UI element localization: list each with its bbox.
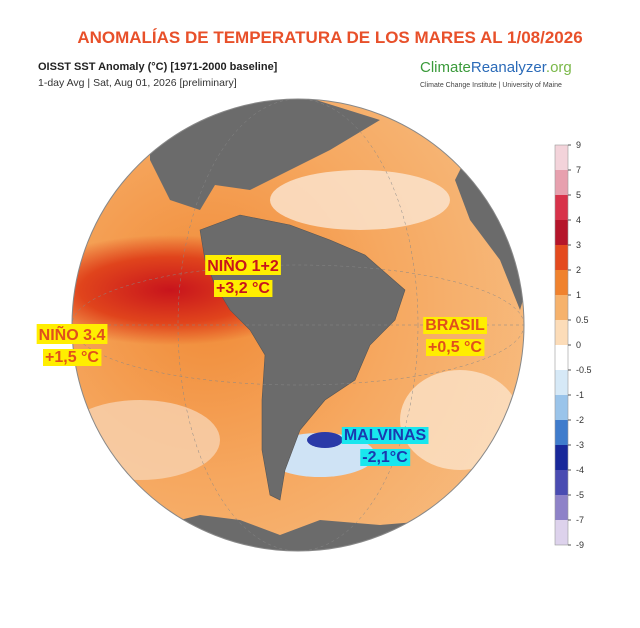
annotation-box <box>423 317 487 334</box>
colorbar-segment <box>555 470 568 495</box>
logo-part: .org <box>546 59 572 76</box>
annotation-text: +0,5 °C <box>428 339 482 356</box>
colorbar-label: 3 <box>576 240 581 250</box>
logo-caption: Climate Change Institute | University of… <box>420 82 562 89</box>
annotation-text: NIÑO 3.4 <box>39 324 106 344</box>
colorbar-label: -4 <box>576 465 584 475</box>
annotation-text: BRASIL <box>425 317 485 334</box>
neutral-anomaly <box>72 400 220 480</box>
annotations: NIÑO 1+2 +3,2 °C NIÑO 3.4 +1,5 °C BRASIL +0,5… <box>36 255 487 466</box>
colorbar-segment <box>555 345 568 370</box>
annotation-box <box>43 349 102 366</box>
neutral-anomaly <box>270 170 450 230</box>
colorbar-segment <box>555 145 568 170</box>
colorbar-label: -2 <box>576 415 584 425</box>
colorbar-label: 0.5 <box>576 315 589 325</box>
colorbar-segment <box>555 420 568 445</box>
annotation-text: MALVINAS <box>344 427 427 444</box>
colorbar-segment <box>555 370 568 395</box>
colorbar-segment <box>555 395 568 420</box>
colorbar-label: -7 <box>576 515 584 525</box>
annotation-box <box>426 339 485 356</box>
colorbar-label: 1 <box>576 290 581 300</box>
colorbar-label: 0 <box>576 340 581 350</box>
colorbar-segment <box>555 245 568 270</box>
graticule <box>72 99 524 551</box>
colorbar-label: -5 <box>576 490 584 500</box>
annotation-box <box>205 255 281 275</box>
subtitle: OISST SST Anomaly (°C) [1971-2000 baseli… <box>38 61 278 73</box>
logo-part: Reanalyzer <box>471 59 547 76</box>
annotation-text: +3,2 °C <box>216 280 270 297</box>
colorbar-segment <box>555 445 568 470</box>
colorbar-segment <box>555 170 568 195</box>
land-antarctica <box>72 515 524 551</box>
annotation-text: -2,1°C <box>362 449 408 466</box>
neutral-anomaly <box>400 370 520 470</box>
colorbar-label: 7 <box>576 165 581 175</box>
colorbar-label: 9 <box>576 140 581 150</box>
colorbar-label: 2 <box>576 265 581 275</box>
colorbar-segment <box>555 220 568 245</box>
annotation-box <box>341 427 429 444</box>
colorbar-segment <box>555 270 568 295</box>
colorbar-label: -0.5 <box>576 365 592 375</box>
logo-part: Climate <box>420 59 471 76</box>
annotation-box <box>360 449 411 466</box>
land-north-america <box>150 99 380 210</box>
annotation-text: NIÑO 1+2 <box>207 255 279 275</box>
cold-anomaly <box>307 432 343 448</box>
annotation-box <box>36 324 108 344</box>
colorbar: 9 7 5 4 3 2 1 0.5 0 -0.5 -1 -2 -3 -4 -5 -7 -9 <box>554 140 592 550</box>
annotation-text: +1,5 °C <box>45 349 99 366</box>
colorbar-label: -1 <box>576 390 584 400</box>
colorbar-label: 4 <box>576 215 581 225</box>
colorbar-label: 5 <box>576 190 581 200</box>
colorbar-segment <box>555 320 568 345</box>
colorbar-segment <box>555 295 568 320</box>
logo: ClimateReanalyzer.org <box>420 59 572 76</box>
annotation-box <box>214 280 273 297</box>
colorbar-segment <box>555 195 568 220</box>
colorbar-segment <box>555 495 568 520</box>
colorbar-segment <box>555 520 568 545</box>
title: ANOMALÍAS DE TEMPERATURA DE LOS MARES AL… <box>77 28 582 47</box>
colorbar-label: -9 <box>576 540 584 550</box>
subtitle-detail: 1-day Avg | Sat, Aug 01, 2026 [prelimina… <box>38 77 237 89</box>
colorbar-label: -3 <box>576 440 584 450</box>
